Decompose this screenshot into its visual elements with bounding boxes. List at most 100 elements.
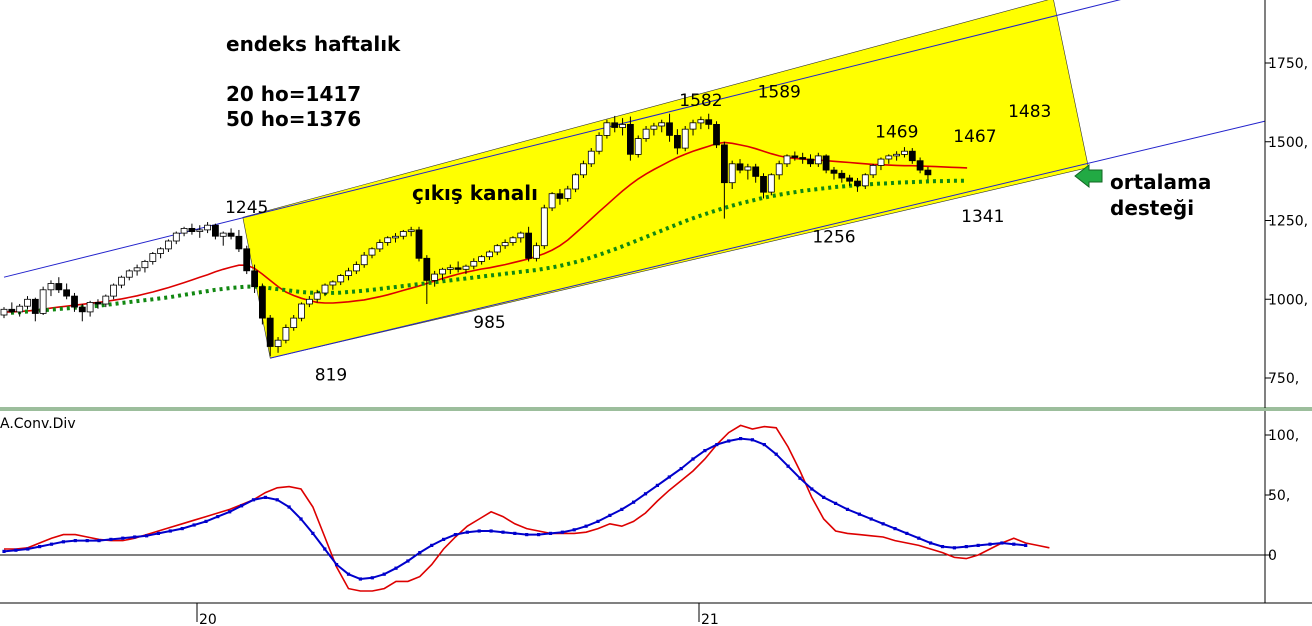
indicator-marker (133, 535, 137, 539)
indicator-marker (857, 512, 861, 516)
indicator-marker (418, 551, 422, 555)
candle (305, 296, 313, 308)
indicator-marker (1024, 543, 1028, 547)
candle (462, 264, 470, 275)
indicator-line-red (4, 424, 1050, 592)
indicator-marker (228, 510, 232, 514)
candle (368, 247, 376, 259)
candle (705, 113, 713, 130)
candle (415, 226, 423, 262)
candle (775, 160, 783, 180)
indicator-marker (73, 539, 77, 543)
candle (384, 236, 392, 246)
candle (493, 244, 501, 256)
indicator-marker (976, 543, 980, 547)
indicator-marker (667, 475, 671, 479)
candle (830, 166, 838, 180)
indicator-marker (596, 519, 600, 523)
green-arrow-icon (1074, 163, 1103, 189)
candle (642, 126, 650, 142)
candle (446, 264, 454, 275)
indicator-marker (180, 527, 184, 531)
candle (580, 160, 587, 178)
peak-label: 1467 (953, 127, 996, 147)
indicator-marker (513, 531, 517, 535)
indicator-marker (465, 530, 469, 534)
support-label-line1: ortalama (1110, 170, 1211, 194)
candle (196, 225, 204, 238)
candle (454, 261, 462, 273)
candle (55, 277, 63, 293)
ma20-label: 20 ho=1417 (226, 82, 361, 106)
candle (814, 152, 822, 167)
indicator-marker (1012, 542, 1016, 546)
indicator-marker (964, 545, 968, 549)
indicator-marker (275, 498, 279, 502)
candle (321, 283, 329, 297)
candle (548, 192, 556, 212)
candle (133, 264, 141, 276)
indicator-tick-label: 100, (1268, 428, 1299, 444)
indicator-marker (750, 438, 754, 442)
indicator-marker (679, 467, 683, 471)
candle (846, 174, 853, 186)
indicator-marker (715, 443, 719, 447)
indicator-marker (655, 483, 659, 487)
candle (650, 122, 658, 136)
candle (517, 231, 525, 243)
price-tick-label: 1500, (1268, 135, 1308, 151)
candle (736, 159, 744, 174)
peak-label: 1483 (1008, 102, 1051, 122)
candle (564, 185, 572, 202)
indicator-marker (442, 537, 446, 541)
candle (298, 302, 305, 322)
candle (861, 173, 869, 189)
indicator-marker (560, 530, 564, 534)
candle (188, 223, 196, 235)
candle (47, 280, 55, 297)
indicator-marker (370, 576, 374, 580)
indicator-marker (453, 533, 457, 537)
candle (423, 255, 431, 304)
indicator-marker (263, 495, 267, 499)
indicator-marker (240, 504, 244, 508)
indicator-marker (952, 546, 956, 550)
price-tick-label: 1000, (1268, 292, 1308, 308)
candle (164, 239, 172, 252)
candle (486, 250, 493, 260)
indicator-marker (834, 501, 838, 505)
peak-label: 1256 (812, 228, 855, 248)
candle (211, 223, 219, 240)
candle (470, 258, 478, 270)
candle (274, 337, 282, 353)
indicator-marker (335, 563, 339, 567)
time-axis: 20 21 (196, 603, 719, 626)
indicator-tick-label: 0 (1268, 548, 1277, 564)
candle (71, 292, 78, 312)
candle (924, 166, 932, 180)
indicator-panel: A.Conv.Div (0, 416, 1265, 592)
candle (634, 135, 642, 158)
candle (501, 239, 509, 249)
candle (376, 239, 384, 252)
candle (611, 115, 619, 133)
indicator-marker (548, 531, 553, 535)
x-tick-label: 21 (701, 612, 719, 626)
candle (172, 231, 180, 245)
candle (157, 247, 165, 259)
candle (258, 283, 266, 325)
indicator-marker (810, 487, 814, 491)
support-label-line2: desteği (1110, 196, 1194, 220)
indicator-tick-label: 50, (1268, 488, 1290, 504)
candle (783, 154, 791, 167)
candle (627, 116, 634, 161)
candle (619, 118, 626, 136)
candle (243, 245, 251, 275)
indicator-marker (477, 529, 481, 533)
candle (799, 152, 807, 164)
candle (251, 264, 259, 293)
candle (478, 255, 486, 265)
indicator-marker (346, 572, 351, 576)
indicator-marker (168, 529, 172, 533)
ma20-line (4, 141, 968, 313)
